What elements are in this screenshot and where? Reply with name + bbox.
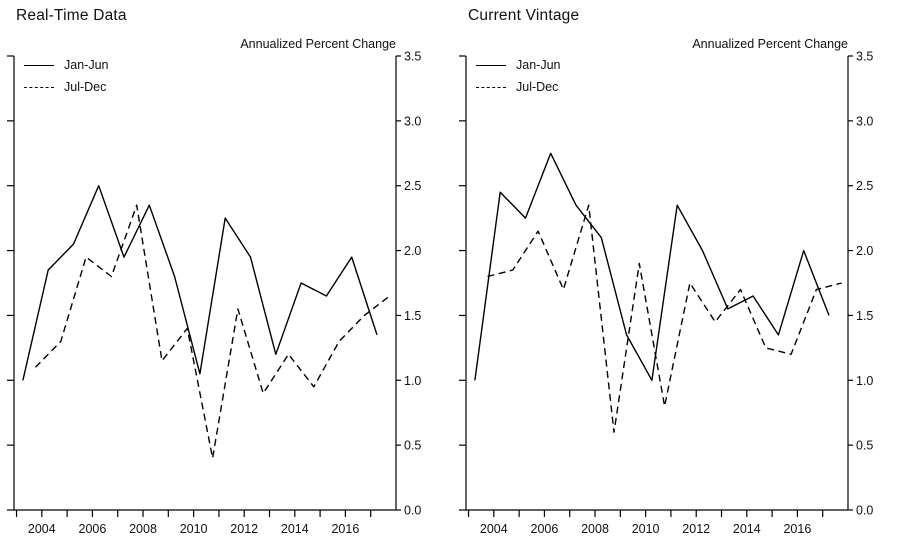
x-tick-label: 2004 xyxy=(480,522,508,536)
y-tick-label: 2.0 xyxy=(404,244,421,258)
y-tick-label: 2.5 xyxy=(404,179,421,193)
legend: Jan-Jun Jul-Dec xyxy=(476,58,560,94)
y-tick-label: 3.5 xyxy=(856,50,873,64)
legend: Jan-Jun Jul-Dec xyxy=(24,58,108,94)
y-tick-label: 2.5 xyxy=(856,179,873,193)
chart-current-vintage: 0.0 0.5 1.0 1.5 2.0 2.5 3.0 3.5 2004 2006 2008 2010… xyxy=(459,50,873,536)
x-tick-label: 2016 xyxy=(331,522,359,536)
x-tick-label: 2006 xyxy=(531,522,559,536)
legend-label-jul-dec: Jul-Dec xyxy=(516,80,559,94)
x-tick-label: 2012 xyxy=(230,522,258,536)
y-tick-label: 0.0 xyxy=(856,504,873,518)
x-tick-label: 2010 xyxy=(180,522,208,536)
x-tick-label: 2014 xyxy=(733,522,761,536)
series-line-jul-dec xyxy=(34,204,391,459)
legend-label-jul-dec: Jul-Dec xyxy=(64,80,107,94)
legend-item-jan-jun: Jan-Jun xyxy=(476,58,560,72)
x-tick-label: 2004 xyxy=(28,522,56,536)
y-tick-label: 1.0 xyxy=(856,374,873,388)
x-tick-label: 2008 xyxy=(129,522,157,536)
x-tick-label: 2006 xyxy=(79,522,107,536)
legend-item-jul-dec: Jul-Dec xyxy=(476,80,560,94)
y-tick-label: 2.0 xyxy=(856,244,873,258)
y-tick-label: 0.0 xyxy=(404,504,421,518)
series-line-jan-jun xyxy=(22,184,378,381)
x-tick-label: 2014 xyxy=(281,522,309,536)
legend-item-jan-jun: Jan-Jun xyxy=(24,58,108,72)
solid-line-sample xyxy=(476,64,506,66)
y-tick-label: 1.5 xyxy=(856,309,873,323)
y-tick-label: 0.5 xyxy=(404,439,421,453)
panel-current-vintage: 0.0 0.5 1.0 1.5 2.0 2.5 3.0 3.5 2004 2006 2008 2010… xyxy=(452,0,904,547)
legend-label-jan-jun: Jan-Jun xyxy=(64,58,109,72)
y-tick-label: 1.5 xyxy=(404,309,421,323)
panel-real-time-data: 0.0 0.5 1.0 1.5 2.0 2.5 3.0 3.5 2004 2006 2008 2010… xyxy=(7,7,421,536)
y-tick-label: 3.0 xyxy=(856,114,873,128)
chart-title: Real-Time Data xyxy=(16,7,127,24)
chart-real-time-data: 0.0 0.5 1.0 1.5 2.0 2.5 3.0 3.5 2004 2006 2008 2010… xyxy=(7,50,421,536)
y-tick-label: 3.5 xyxy=(404,50,421,64)
chart-title: Current Vintage xyxy=(468,7,580,24)
x-tick-label: 2012 xyxy=(682,522,710,536)
x-tick-label: 2008 xyxy=(581,522,609,536)
x-tick-label: 2016 xyxy=(783,522,811,536)
y-axis-caption: Annualized Percent Change xyxy=(692,37,848,51)
series-line-jul-dec xyxy=(487,204,842,433)
solid-line-sample xyxy=(24,64,54,66)
dashed-line-sample xyxy=(24,86,54,88)
legend-label-jan-jun: Jan-Jun xyxy=(516,58,561,72)
y-tick-label: 0.5 xyxy=(856,439,873,453)
y-tick-label: 3.0 xyxy=(404,114,421,128)
dashed-line-sample xyxy=(476,86,506,88)
y-axis-caption: Annualized Percent Change xyxy=(240,37,396,51)
y-tick-label: 1.0 xyxy=(404,374,421,388)
series-line-jan-jun xyxy=(474,152,830,381)
x-tick-label: 2010 xyxy=(632,522,660,536)
legend-item-jul-dec: Jul-Dec xyxy=(24,80,108,94)
